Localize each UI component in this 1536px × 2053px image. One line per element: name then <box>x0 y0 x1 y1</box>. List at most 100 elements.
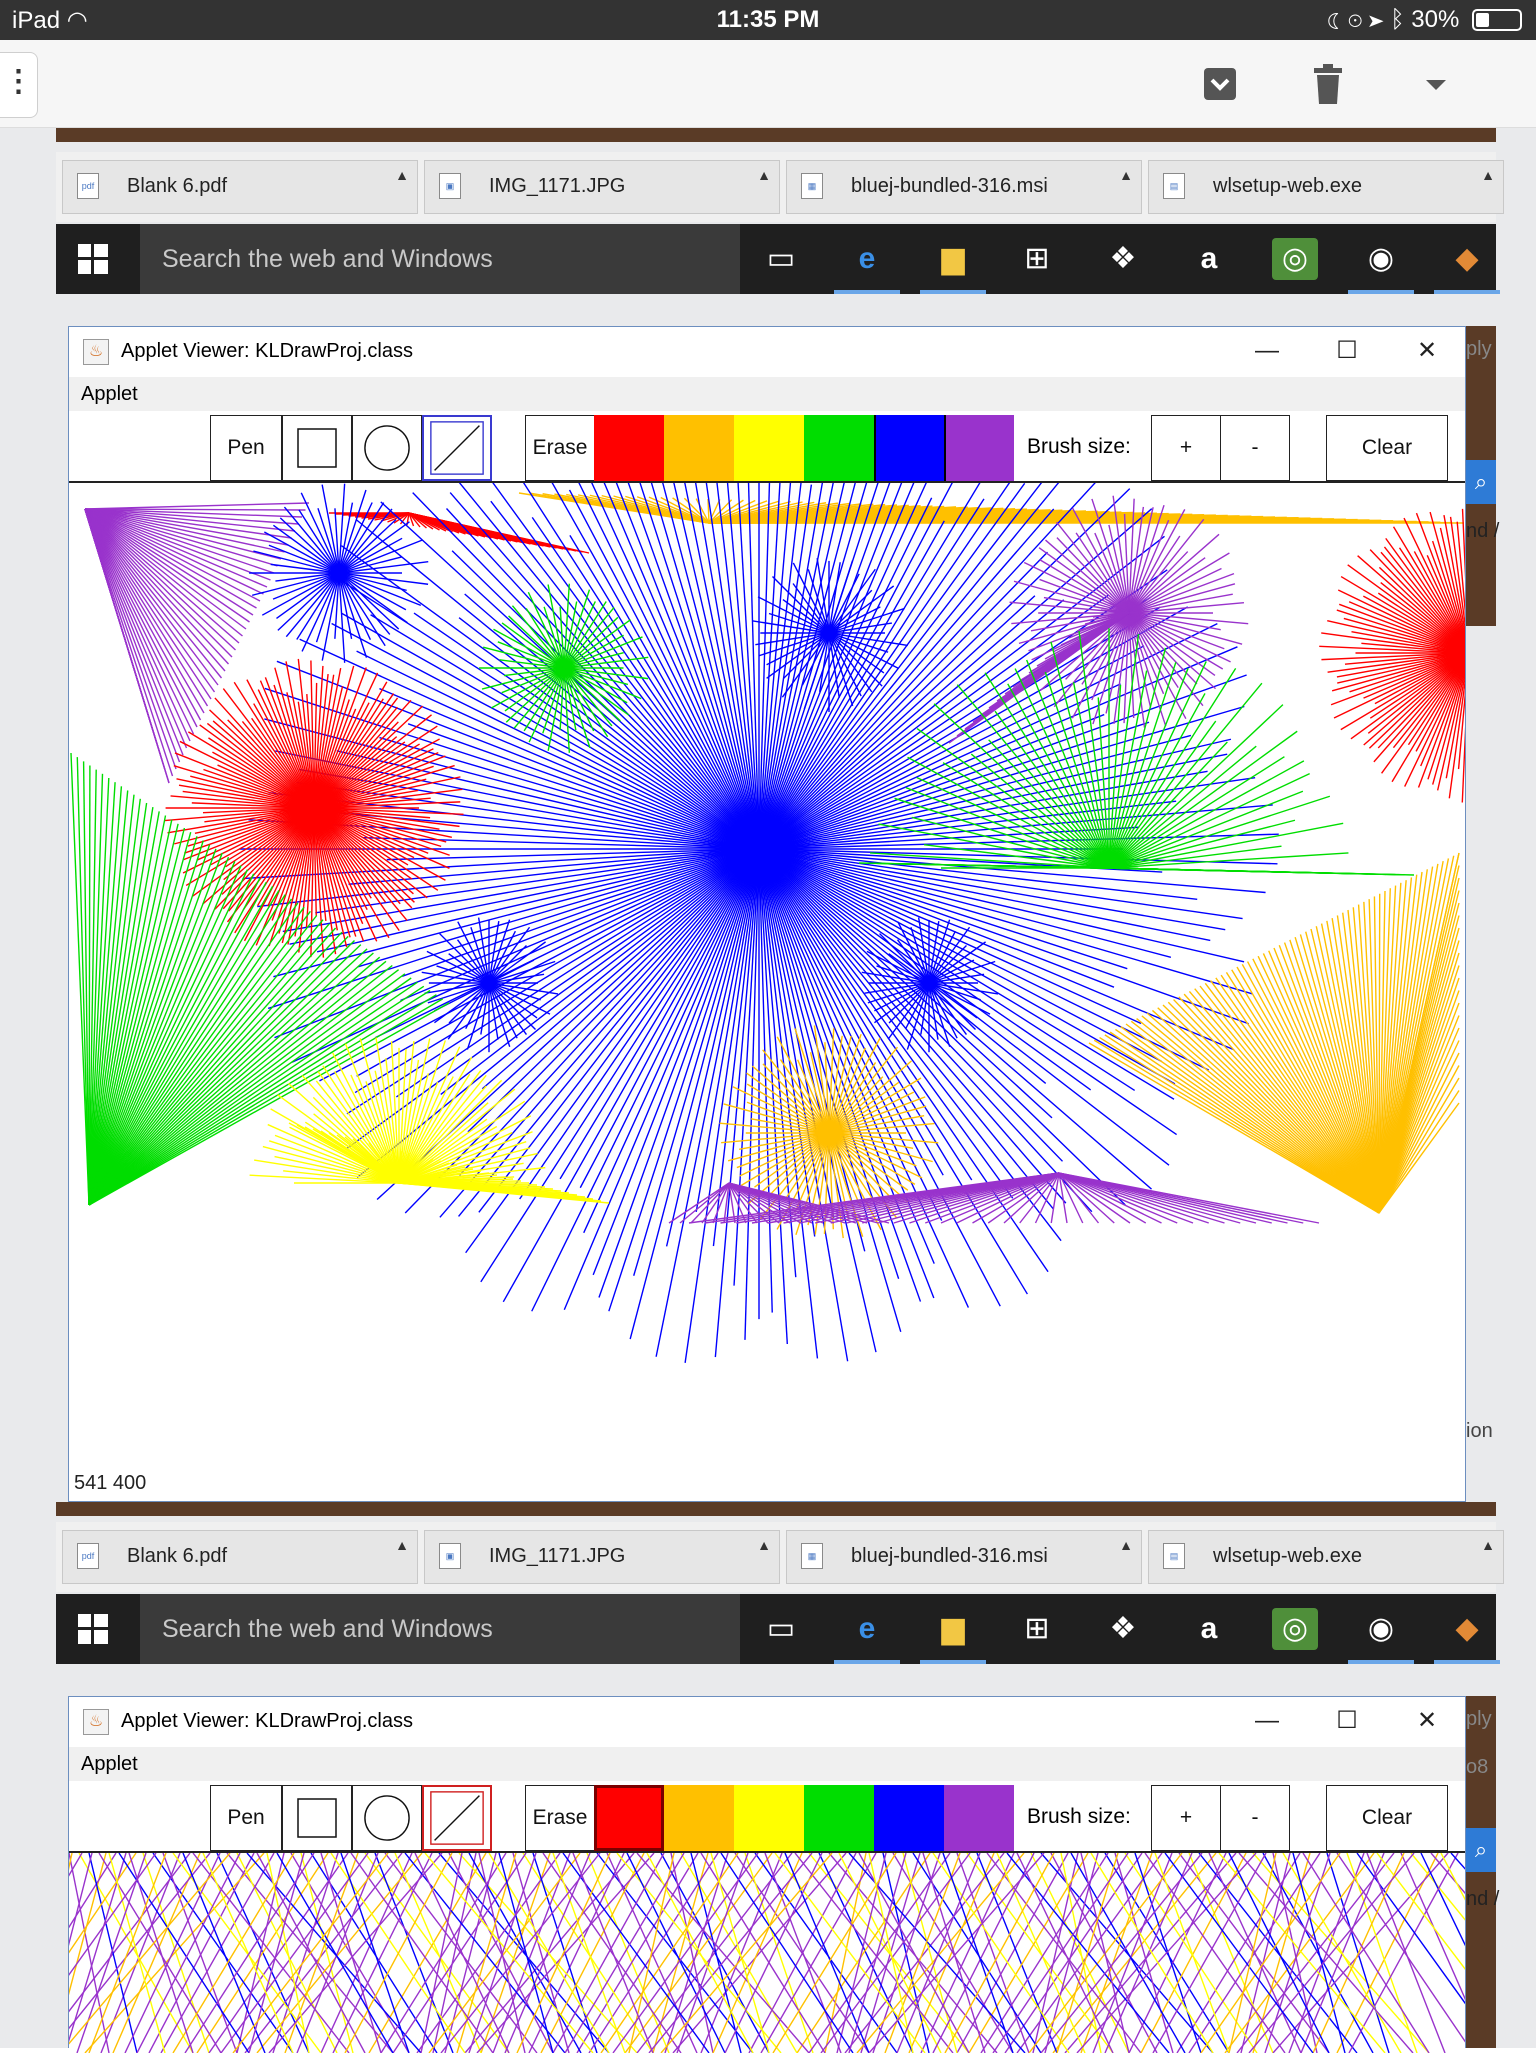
drawn-stroke <box>1059 1173 1319 1223</box>
drawn-stroke <box>85 509 187 748</box>
close-icon[interactable]: ✕ <box>1407 1703 1447 1739</box>
drawn-stroke <box>458 940 489 983</box>
maximize-icon[interactable]: ☐ <box>1327 333 1367 369</box>
rectangle-tool-button[interactable] <box>282 415 352 481</box>
color-swatch-yellow[interactable] <box>734 1785 804 1851</box>
edge-icon[interactable]: e <box>844 1608 890 1650</box>
pen-button[interactable]: Pen <box>210 1785 282 1851</box>
drawn-stroke <box>433 1853 476 2053</box>
dropbox-icon[interactable]: ❖ <box>1100 1608 1146 1650</box>
app-icon[interactable]: ◆ <box>1444 238 1490 280</box>
brush-decrease-button[interactable]: - <box>1220 1785 1290 1851</box>
wallpaper-strip <box>56 128 1496 142</box>
oval-tool-button[interactable] <box>352 415 422 481</box>
color-swatch-green[interactable] <box>804 1785 874 1851</box>
store-icon[interactable]: ⊞ <box>1014 238 1060 280</box>
windows-start-icon[interactable] <box>78 1614 108 1650</box>
battery-icon <box>1472 9 1522 31</box>
download-item[interactable]: ▣IMG_1171.JPG▲ <box>424 160 780 214</box>
tripadvisor-icon[interactable]: ◎ <box>1272 1608 1318 1650</box>
drawn-stroke <box>1379 894 1380 1213</box>
download-item[interactable]: ▣IMG_1171.JPG▲ <box>424 1530 780 1584</box>
download-item[interactable]: ▤wlsetup-web.exe▲ <box>1148 160 1504 214</box>
download-item[interactable]: ▤wlsetup-web.exe▲ <box>1148 1530 1504 1584</box>
drawn-stroke <box>1109 791 1303 868</box>
chevron-up-icon[interactable]: ▲ <box>1481 1537 1495 1553</box>
color-swatch-orange[interactable] <box>664 1785 734 1851</box>
background-text: ply <box>1466 1708 1492 1731</box>
color-swatch-yellow[interactable] <box>734 415 804 481</box>
brush-size-label: Brush size: <box>1027 1785 1131 1851</box>
drawn-stroke <box>77 757 89 1205</box>
brush-increase-button[interactable]: + <box>1151 415 1221 481</box>
clear-button[interactable]: Clear <box>1326 1785 1448 1851</box>
chevron-up-icon[interactable]: ▲ <box>395 167 409 183</box>
file-explorer-icon[interactable]: ▆ <box>930 1608 976 1650</box>
windows-start-icon[interactable] <box>78 244 108 280</box>
clear-button[interactable]: Clear <box>1326 415 1448 481</box>
pen-button[interactable]: Pen <box>210 415 282 481</box>
file-explorer-icon[interactable]: ▆ <box>930 238 976 280</box>
ios-status-bar: iPad ◠ 11:35 PM ☾ ⊙ ➤ ᛒ 30% <box>0 0 1536 40</box>
store-icon[interactable]: ⊞ <box>1014 1608 1060 1650</box>
app-icon[interactable]: ◆ <box>1444 1608 1490 1650</box>
drawing-canvas[interactable] <box>69 1853 1465 2053</box>
chevron-up-icon[interactable]: ▲ <box>1119 167 1133 183</box>
color-swatch-red[interactable] <box>594 415 664 481</box>
groove-icon[interactable]: ◉ <box>1358 238 1404 280</box>
drawn-stroke <box>969 1853 1088 2053</box>
brush-increase-button[interactable]: + <box>1151 1785 1221 1851</box>
erase-button[interactable]: Erase <box>525 415 595 481</box>
taskbar-search[interactable]: Search the web and Windows <box>140 1594 740 1664</box>
erase-button[interactable]: Erase <box>525 1785 595 1851</box>
rectangle-tool-button[interactable] <box>282 1785 352 1851</box>
download-item[interactable]: ▦bluej-bundled-316.msi▲ <box>786 160 1142 214</box>
amazon-icon[interactable]: a <box>1186 238 1232 280</box>
color-swatch-red[interactable] <box>594 1785 664 1851</box>
task-view-icon[interactable]: ▭ <box>758 1608 804 1650</box>
chevron-up-icon[interactable]: ▲ <box>395 1537 409 1553</box>
drawing-lines <box>69 483 1465 1501</box>
color-swatch-purple[interactable] <box>944 415 1014 481</box>
close-icon[interactable]: ✕ <box>1407 333 1447 369</box>
download-item[interactable]: ▦bluej-bundled-316.msi▲ <box>786 1530 1142 1584</box>
chevron-up-icon[interactable]: ▲ <box>757 1537 771 1553</box>
minimize-icon[interactable]: — <box>1247 333 1287 369</box>
line-tool-button[interactable] <box>422 1785 492 1851</box>
drawn-stroke <box>829 633 884 673</box>
drawing-canvas[interactable]: 541 400 <box>69 483 1465 1501</box>
menu-applet[interactable]: Applet <box>69 377 1465 411</box>
more-vertical-icon[interactable]: ⋮ <box>0 52 38 118</box>
amazon-icon[interactable]: a <box>1186 1608 1232 1650</box>
task-view-icon[interactable]: ▭ <box>758 238 804 280</box>
drawn-stroke <box>1237 1853 1394 2053</box>
chevron-up-icon[interactable]: ▲ <box>1119 1537 1133 1553</box>
line-tool-button[interactable] <box>422 415 492 481</box>
maximize-icon[interactable]: ☐ <box>1327 1703 1367 1739</box>
chevron-up-icon[interactable]: ▲ <box>1481 167 1495 183</box>
tripadvisor-icon[interactable]: ◎ <box>1272 238 1318 280</box>
groove-icon[interactable]: ◉ <box>1358 1608 1404 1650</box>
drawn-stroke <box>1027 660 1109 868</box>
color-swatch-green[interactable] <box>804 415 874 481</box>
minimize-icon[interactable]: — <box>1247 1703 1287 1739</box>
trash-icon[interactable] <box>1304 60 1352 108</box>
edge-icon[interactable]: e <box>844 238 890 280</box>
color-swatch-blue[interactable] <box>874 1785 944 1851</box>
brush-decrease-button[interactable]: - <box>1220 415 1290 481</box>
oval-tool-button[interactable] <box>352 1785 422 1851</box>
drawn-stroke <box>1129 509 1185 613</box>
dropbox-icon[interactable]: ❖ <box>1100 238 1146 280</box>
chevron-down-icon[interactable] <box>1412 60 1460 108</box>
color-swatch-purple[interactable] <box>944 1785 1014 1851</box>
taskbar-search[interactable]: Search the web and Windows <box>140 224 740 294</box>
chevron-up-icon[interactable]: ▲ <box>757 167 771 183</box>
drawn-stroke <box>1379 867 1433 1213</box>
color-swatch-blue[interactable] <box>874 415 944 481</box>
archive-icon[interactable] <box>1196 60 1244 108</box>
color-swatch-orange[interactable] <box>664 415 734 481</box>
menu-applet[interactable]: Applet <box>69 1747 1465 1781</box>
drawn-stroke <box>69 1853 72 2053</box>
